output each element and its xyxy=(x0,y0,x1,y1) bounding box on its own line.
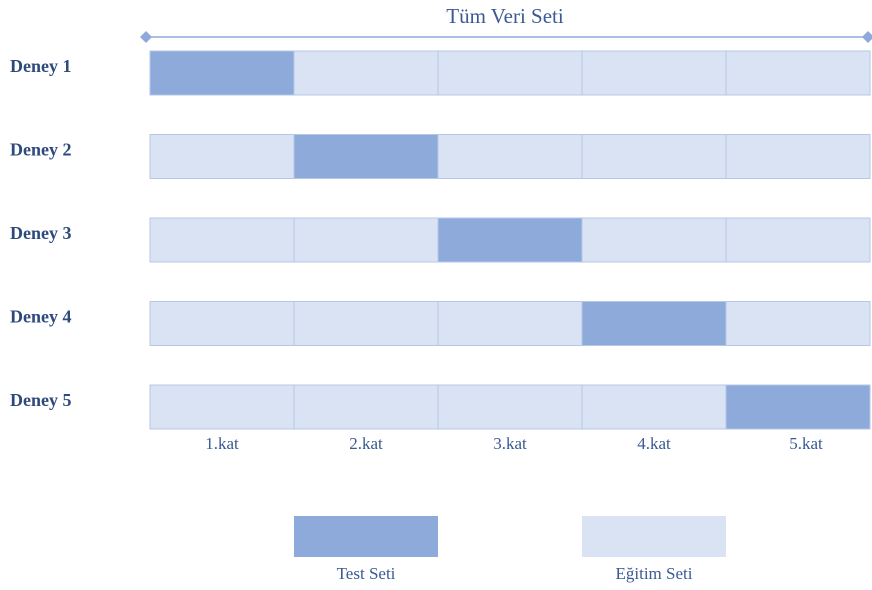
train-cell xyxy=(581,384,727,430)
train-cell xyxy=(725,134,871,179)
span-end xyxy=(140,31,152,43)
train-cell xyxy=(725,217,871,263)
train-cell xyxy=(725,301,871,346)
test-cell xyxy=(437,217,583,263)
legend-label: Test Seti xyxy=(337,564,396,583)
legend-swatch-test xyxy=(294,516,438,557)
legend-label: Eğitim Seti xyxy=(616,564,693,583)
train-cell xyxy=(581,217,727,263)
fold-label: 1.kat xyxy=(205,434,239,453)
test-cell xyxy=(581,301,727,346)
train-cell xyxy=(581,50,727,96)
train-cell xyxy=(149,134,295,179)
train-cell xyxy=(581,134,727,179)
fold-label: 2.kat xyxy=(349,434,383,453)
test-cell xyxy=(725,384,871,430)
row-label: Deney 1 xyxy=(10,56,72,76)
train-cell xyxy=(149,217,295,263)
span-end xyxy=(862,31,872,43)
fold-label: 5.kat xyxy=(789,434,823,453)
train-cell xyxy=(293,50,439,96)
train-cell xyxy=(437,384,583,430)
train-cell xyxy=(293,217,439,263)
test-cell xyxy=(293,134,439,179)
fold-label: 3.kat xyxy=(493,434,527,453)
train-cell xyxy=(437,50,583,96)
train-cell xyxy=(437,134,583,179)
fold-label: 4.kat xyxy=(637,434,671,453)
test-cell xyxy=(149,50,295,96)
train-cell xyxy=(293,384,439,430)
train-cell xyxy=(437,301,583,346)
legend-swatch-train xyxy=(582,516,726,557)
train-cell xyxy=(725,50,871,96)
row-label: Deney 5 xyxy=(10,390,72,410)
title: Tüm Veri Seti xyxy=(446,4,564,28)
train-cell xyxy=(149,301,295,346)
row-label: Deney 4 xyxy=(10,307,72,327)
train-cell xyxy=(149,384,295,430)
row-label: Deney 2 xyxy=(10,140,72,160)
train-cell xyxy=(293,301,439,346)
row-label: Deney 3 xyxy=(10,223,72,243)
